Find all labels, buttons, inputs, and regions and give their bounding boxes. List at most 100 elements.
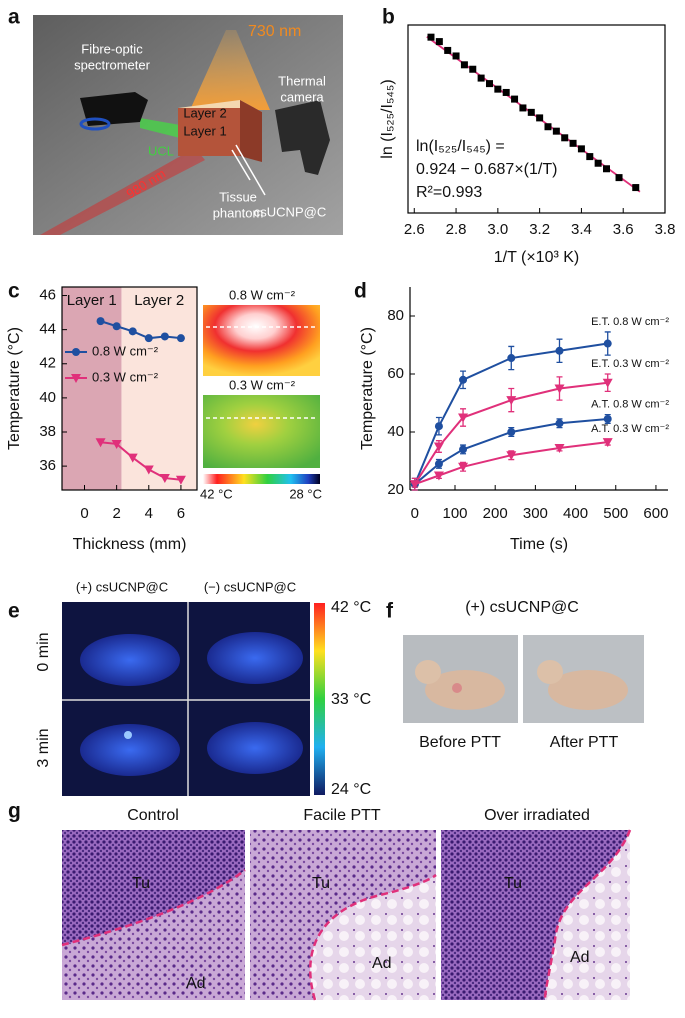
marker: [433, 442, 444, 452]
panel-g: Control Facile PTT Over irradiated Tu Ad…: [61, 807, 632, 1001]
image-title: Over irradiated: [484, 807, 590, 824]
mouse: [80, 724, 180, 776]
marker: [502, 88, 510, 96]
image-title: Control: [127, 807, 179, 824]
plot-frame: [407, 24, 666, 214]
x-tick-label: 500: [603, 505, 628, 522]
column-header: (−) csUCNP@C: [204, 579, 296, 594]
region-label: Layer 1: [67, 292, 117, 309]
equation: R²=0.993: [416, 184, 482, 201]
marker: [435, 38, 443, 46]
panel-label: b: [382, 6, 395, 29]
marker: [615, 174, 623, 182]
panel-label: c: [8, 280, 20, 303]
marker: [507, 354, 516, 363]
caption: After PTT: [550, 734, 619, 751]
legend-label: 0.3 W cm⁻²: [92, 369, 159, 384]
marker: [71, 374, 81, 383]
phantom-front: [178, 108, 240, 156]
marker: [175, 475, 186, 485]
marker: [602, 165, 610, 173]
marker: [460, 61, 468, 69]
mouse-head: [415, 660, 441, 684]
x-tick-label: 2.6: [404, 221, 425, 238]
colorbar-label: 24 °C: [331, 781, 371, 798]
image-title: Facile PTT: [303, 807, 381, 824]
marker: [507, 428, 516, 436]
x-axis-label: 1/T (×10³ K): [494, 249, 580, 266]
region-label: Layer 2: [134, 292, 184, 309]
marker: [433, 471, 444, 481]
y-axis-label: Temperature (°C): [359, 327, 376, 450]
x-tick-label: 3.2: [529, 221, 550, 238]
equation: ln(I₅₂₅/I₅₄₅) =: [416, 138, 505, 155]
marker: [602, 438, 613, 448]
x-tick-label: 3.0: [487, 221, 508, 238]
x-tick-label: 2: [112, 505, 120, 522]
panel-title: (+) csUCNP@C: [465, 599, 579, 616]
marker: [111, 439, 122, 449]
y-tick-label: 42: [39, 355, 56, 372]
marker: [95, 438, 106, 448]
label-phantom: Tissue: [219, 189, 257, 204]
adipose-region: [545, 830, 630, 1000]
label-layer: Layer 1: [183, 123, 226, 138]
series-line: [413, 381, 608, 485]
marker: [434, 422, 443, 431]
marker: [506, 451, 517, 461]
marker: [561, 134, 569, 142]
marker: [434, 459, 443, 468]
marker: [409, 480, 420, 490]
boundary: [309, 873, 437, 1001]
label-spectrometer: Fibre-optic: [81, 41, 143, 56]
panel-f: (+) csUCNP@C Before PTT After PTT: [403, 599, 644, 751]
series-line: [414, 417, 608, 485]
legend-label: 0.8 W cm⁻²: [92, 343, 159, 358]
marker: [477, 74, 485, 82]
marker: [555, 419, 564, 428]
marker: [519, 104, 527, 112]
marker: [594, 159, 602, 167]
y-tick-label: 60: [387, 365, 404, 382]
beam-980: [40, 148, 205, 235]
hot-spot: [124, 731, 132, 739]
marker: [554, 443, 565, 453]
label-layer: Layer 2: [183, 105, 226, 120]
plot-frame: [61, 286, 198, 491]
panel-label: a: [8, 6, 20, 29]
marker: [632, 184, 640, 192]
marker: [506, 396, 517, 406]
marker: [536, 114, 544, 122]
panel-a: 730 nm Fibre-optic spectrometer Thermal …: [33, 15, 343, 235]
tumour: [452, 683, 462, 693]
label-camera: camera: [280, 89, 324, 104]
marker: [555, 346, 564, 355]
label-spectrometer: spectrometer: [74, 57, 151, 72]
marker: [586, 153, 594, 161]
mouse: [80, 634, 180, 686]
x-tick-label: 600: [643, 505, 668, 522]
panel-label: g: [8, 800, 21, 823]
arrow: [231, 149, 251, 181]
label-730: 730 nm: [248, 23, 301, 40]
thermal-images: 0.8 W cm⁻² 0.3 W cm⁻² 42 °C 28 °C: [200, 287, 322, 501]
marker: [128, 327, 137, 336]
marker: [427, 33, 435, 41]
marker: [160, 332, 169, 341]
tissue-label: Ad: [570, 949, 590, 966]
x-tick-label: 0: [411, 505, 419, 522]
marker: [511, 95, 519, 103]
mouse: [207, 722, 303, 774]
marker: [176, 334, 185, 343]
y-tick-label: 40: [387, 423, 404, 440]
x-tick-label: 3.8: [655, 221, 676, 238]
y-tick-label: 44: [39, 321, 56, 338]
y-tick-label: 80: [387, 307, 404, 324]
series-line: [413, 342, 608, 485]
arrow: [235, 144, 266, 196]
boundary: [543, 829, 632, 1001]
series-label: A.T. 0.3 W cm⁻²: [591, 423, 669, 435]
fibre: [79, 117, 111, 131]
marker: [603, 339, 612, 348]
